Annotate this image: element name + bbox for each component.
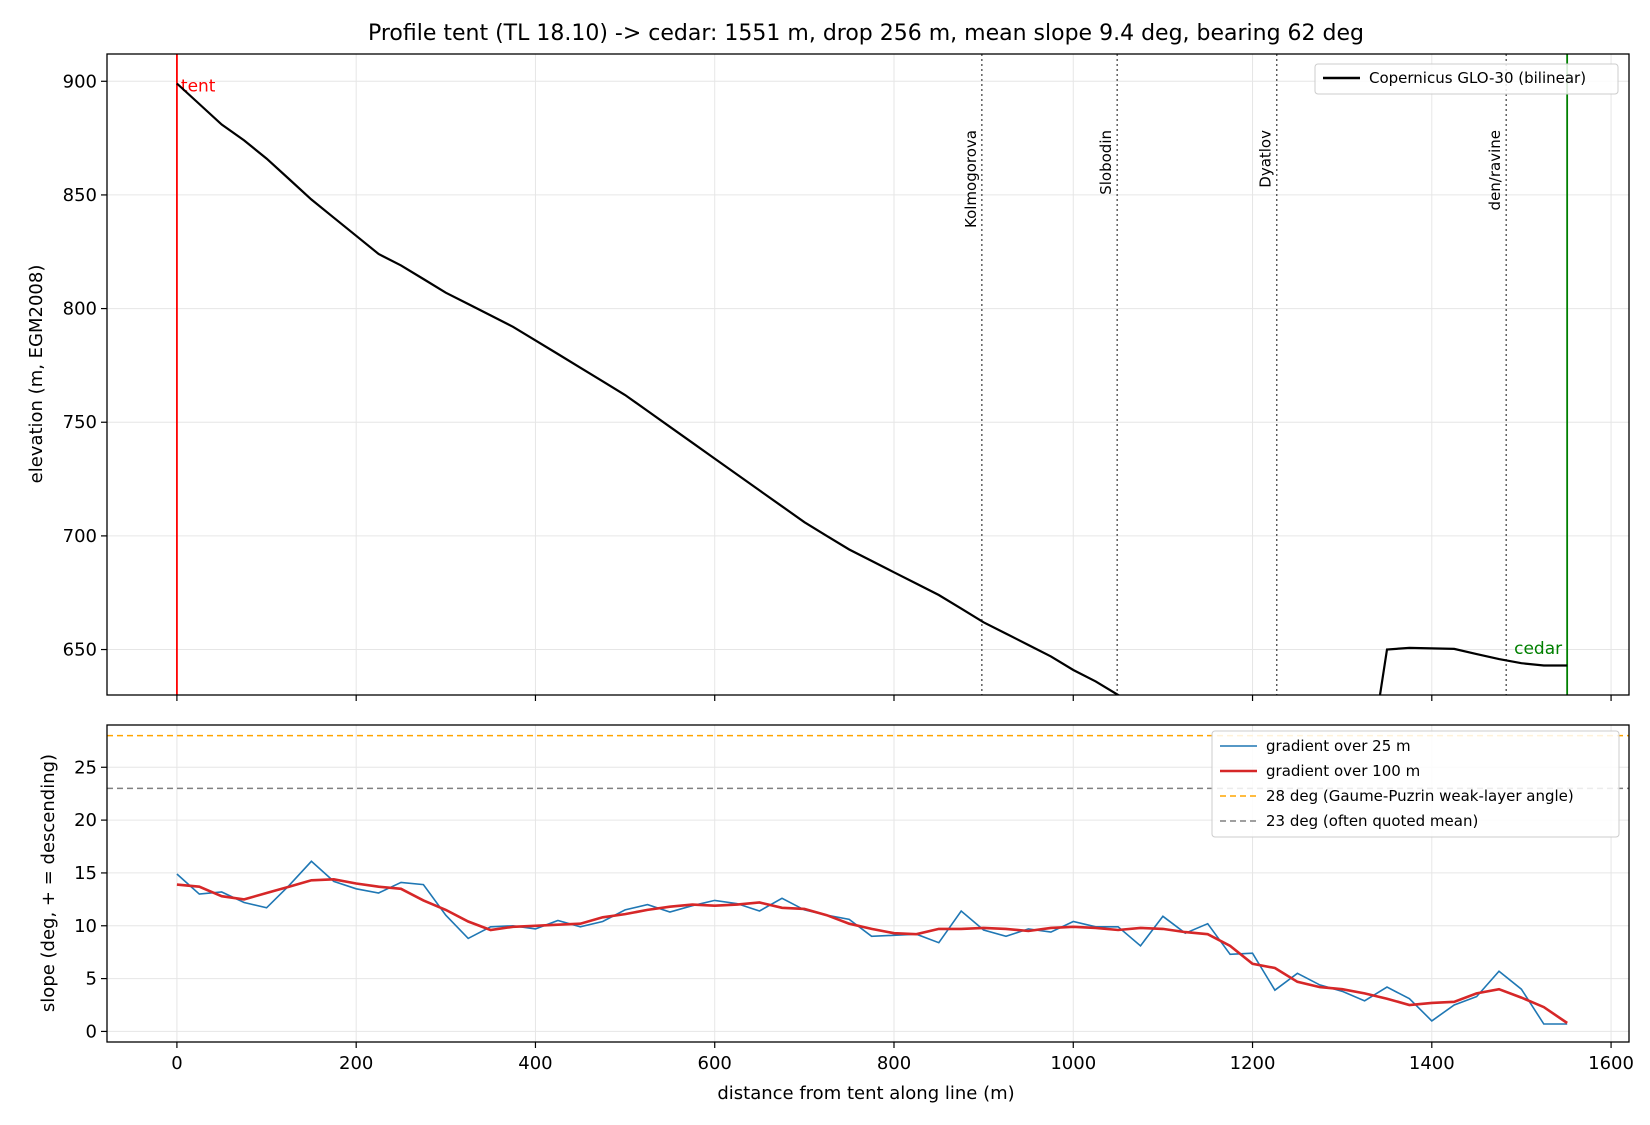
tick-label-y: 25: [74, 757, 97, 778]
tick-label-x: 1200: [1230, 1053, 1276, 1074]
tick-label-x: 1000: [1050, 1053, 1096, 1074]
tick-label-x: 1400: [1409, 1053, 1455, 1074]
slope-axes-frame: [106, 724, 1630, 1043]
elevation-grid: [107, 54, 1629, 695]
tick-label-y: 750: [63, 412, 97, 433]
marker-label-denravine: den/ravine: [1486, 130, 1504, 210]
series-line-gradient-100m: [176, 877, 1568, 1025]
tick-label-y: 20: [74, 810, 97, 831]
series-line-profile: [176, 82, 1568, 695]
legend-label-gradient-25m: gradient over 25 m: [1266, 737, 1411, 755]
marker-label-cedar: cedar: [1514, 639, 1562, 659]
legend-label-ref-23deg: 23 deg (often quoted mean): [1266, 812, 1478, 830]
slope-legend: gradient over 25 m gradient over 100 m 2…: [1211, 730, 1620, 838]
tick-label-x: 600: [698, 1053, 732, 1074]
chart-title: Profile tent (TL 18.10) -> cedar: 1551 m…: [368, 21, 1364, 46]
slope-panel: 0 200 400 600 800 1000 1200 1400 1600 0 5 10 15 20 25…: [38, 724, 1634, 1104]
tick-label-y: 10: [74, 916, 97, 937]
tick-label-x: 400: [518, 1053, 552, 1074]
elevation-y-axis-label: elevation (m, EGM2008): [26, 265, 47, 484]
legend-label-gradient-100m: gradient over 100 m: [1266, 762, 1420, 780]
elevation-legend: Copernicus GLO-30 (bilinear): [1314, 63, 1619, 95]
marker-label-slobodin: Slobodin: [1097, 130, 1115, 195]
tick-label-y: 700: [63, 526, 97, 547]
tick-label-x: 1600: [1588, 1053, 1634, 1074]
x-axis-label: distance from tent along line (m): [717, 1083, 1014, 1104]
tick-label-y: 5: [86, 969, 97, 990]
marker-label-tent: tent: [181, 77, 216, 97]
slope-y-axis-label: slope (deg, + = descending): [38, 754, 59, 1012]
elevation-markers: tent Kolmogorova Slobodin Dyatlov den/ravine…: [176, 54, 1569, 695]
tick-label-x: 200: [339, 1053, 373, 1074]
elevation-panel: tent Kolmogorova Slobodin Dyatlov den/ravine…: [26, 53, 1630, 701]
tick-label-x: 0: [171, 1053, 182, 1074]
elevation-axes-frame: [106, 53, 1630, 696]
tick-label-y: 0: [86, 1021, 97, 1042]
slope-y-ticks: 0 5 10 15 20 25: [74, 757, 107, 1042]
elevation-y-ticks: 650 700 750 800 850 900: [63, 71, 107, 661]
tick-label-y: 650: [63, 640, 97, 661]
tick-label-x: 800: [877, 1053, 911, 1074]
legend-label-profile: Copernicus GLO-30 (bilinear): [1369, 69, 1586, 87]
tick-label-y: 800: [63, 299, 97, 320]
marker-label-kolmogorova: Kolmogorova: [962, 130, 980, 228]
tick-label-y: 900: [63, 71, 97, 92]
elevation-x-ticks: [176, 695, 1612, 701]
tick-label-y: 15: [74, 863, 97, 884]
legend-label-ref-28deg: 28 deg (Gaume-Puzrin weak-layer angle): [1266, 787, 1574, 805]
slope-x-ticks: 0 200 400 600 800 1000 1200 1400 1600: [171, 1042, 1634, 1074]
tick-label-y: 850: [63, 185, 97, 206]
marker-label-dyatlov: Dyatlov: [1257, 130, 1275, 188]
